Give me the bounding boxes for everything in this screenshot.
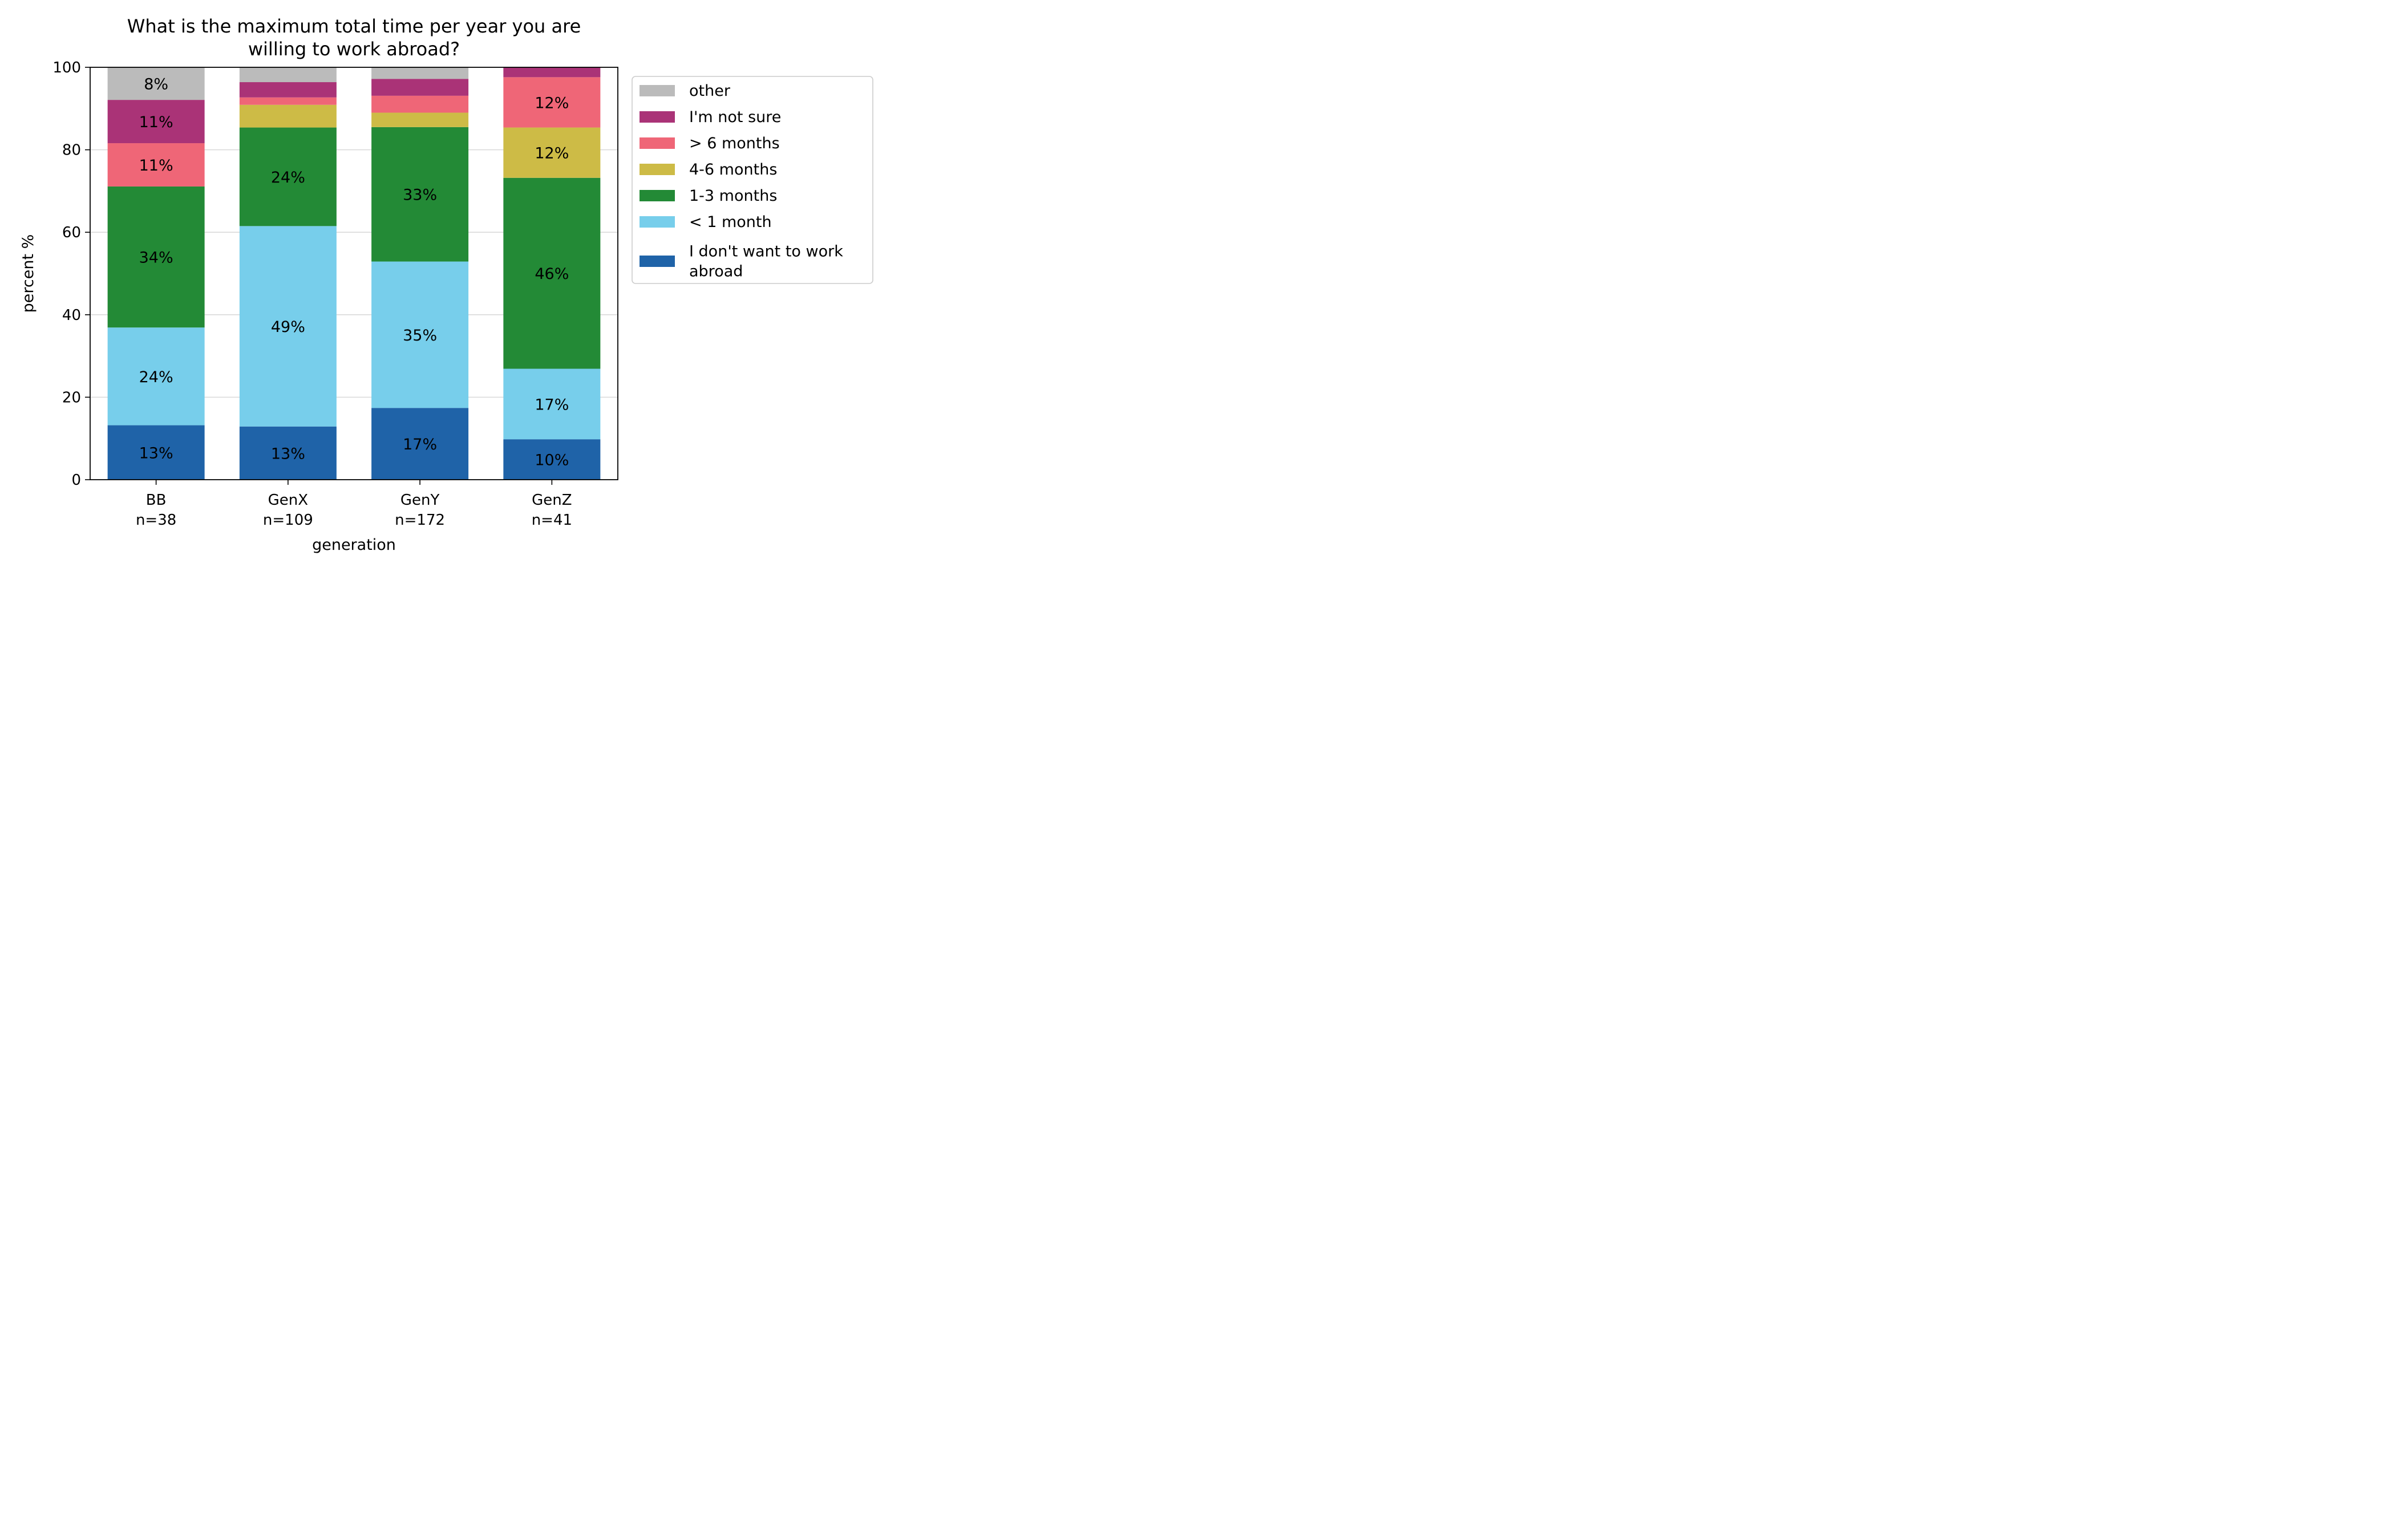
chart: 13% 13% 17% 10% 24% 49% 35% 17% 34% 24% 33% 46% 12% 1… (0, 0, 895, 570)
bar-segment (371, 261, 469, 408)
data-label: 12% (535, 94, 569, 112)
y-tick-label: 80 (62, 142, 81, 159)
data-label: 17% (535, 396, 569, 414)
y-tick-label: 40 (62, 307, 81, 324)
y-tick-label: 60 (62, 224, 81, 241)
bar-segment (107, 327, 205, 425)
bar-segment (503, 439, 601, 480)
bar-segment (239, 67, 337, 83)
legend-label: I don't want to work (689, 243, 843, 261)
x-tick-sample-size: n=38 (136, 512, 176, 529)
data-label: 8% (144, 76, 168, 94)
chart-title: What is the maximum total time per year … (127, 15, 581, 60)
x-tick-sample-size: n=41 (532, 512, 572, 529)
legend-swatch (640, 111, 675, 123)
chart-title-line: willing to work abroad? (248, 38, 460, 60)
data-label: 33% (403, 187, 437, 204)
data-label: 11% (139, 157, 173, 175)
bar-segment (503, 368, 601, 440)
x-tick-label: GenY (400, 492, 440, 509)
legend-swatch (640, 216, 675, 228)
legend-swatch (640, 190, 675, 201)
y-tick-label: 20 (62, 389, 81, 406)
bar-segment (107, 425, 205, 480)
bar-segment (239, 82, 337, 98)
legend-label: 1-3 months (689, 187, 777, 205)
data-label: 12% (535, 145, 569, 163)
x-axis-label: generation (312, 536, 396, 554)
data-label: 24% (139, 368, 173, 386)
legend: other I'm not sure > 6 months 4-6 months 1-3… (632, 76, 873, 284)
chart-title-line: What is the maximum total time per year … (127, 15, 581, 37)
bar-segment (239, 127, 337, 226)
data-label: 46% (535, 265, 569, 283)
bar-segment (239, 426, 337, 480)
bar-segment (107, 100, 205, 144)
x-tick-sample-size: n=109 (263, 512, 313, 529)
data-label: 13% (271, 445, 305, 463)
axes-layer: 0 20 40 60 80 100 BB n=38 GenX n=109 GenY n=172 GenZ… (19, 59, 618, 554)
data-label: 17% (403, 436, 437, 453)
legend-label: other (689, 82, 731, 100)
bar-segment (371, 95, 469, 113)
legend-label: 4-6 months (689, 161, 777, 179)
y-axis-label: percent % (19, 234, 37, 313)
data-labels-layer: 13% 13% 17% 10% 24% 49% 35% 17% 34% 24% 33% 46% 12% 1… (139, 76, 569, 469)
bar-segment (503, 177, 601, 369)
x-tick-label: GenZ (532, 492, 572, 509)
x-tick-label: GenX (268, 492, 308, 509)
bars-layer (107, 67, 601, 480)
bar-segment (371, 408, 469, 480)
data-label: 24% (271, 169, 305, 187)
legend-swatch (640, 85, 675, 96)
data-label: 35% (403, 327, 437, 345)
x-tick-label: BB (146, 492, 167, 509)
bar-segment (239, 97, 337, 105)
legend-box (632, 76, 873, 284)
x-tick-sample-size: n=172 (395, 512, 445, 529)
legend-label: abroad (689, 263, 743, 281)
data-label: 34% (139, 249, 173, 267)
bar-segment (371, 67, 469, 79)
bar-segment (107, 67, 205, 100)
bar-segment (107, 143, 205, 187)
data-label: 13% (139, 444, 173, 462)
y-tick-label: 0 (71, 472, 81, 489)
y-tick-label: 100 (52, 59, 81, 76)
bar-segment (371, 127, 469, 262)
bar-segment (503, 77, 601, 128)
legend-label: I'm not sure (689, 108, 781, 126)
legend-swatch (640, 164, 675, 175)
bar-segment (503, 67, 601, 78)
bar-segment (239, 104, 337, 128)
legend-label: < 1 month (689, 213, 772, 231)
legend-label: > 6 months (689, 135, 780, 152)
chart-svg: 13% 13% 17% 10% 24% 49% 35% 17% 34% 24% 33% 46% 12% 1… (19, 15, 873, 554)
bar-segment (239, 226, 337, 427)
data-label: 10% (535, 452, 569, 469)
data-label: 11% (139, 114, 173, 131)
legend-swatch (640, 137, 675, 149)
legend-swatch (640, 256, 675, 267)
bar-segment (371, 79, 469, 96)
bar-segment (371, 112, 469, 127)
data-label: 49% (271, 318, 305, 336)
bar-segment (503, 127, 601, 178)
bar-segment (107, 186, 205, 328)
plot-frame (90, 67, 618, 480)
